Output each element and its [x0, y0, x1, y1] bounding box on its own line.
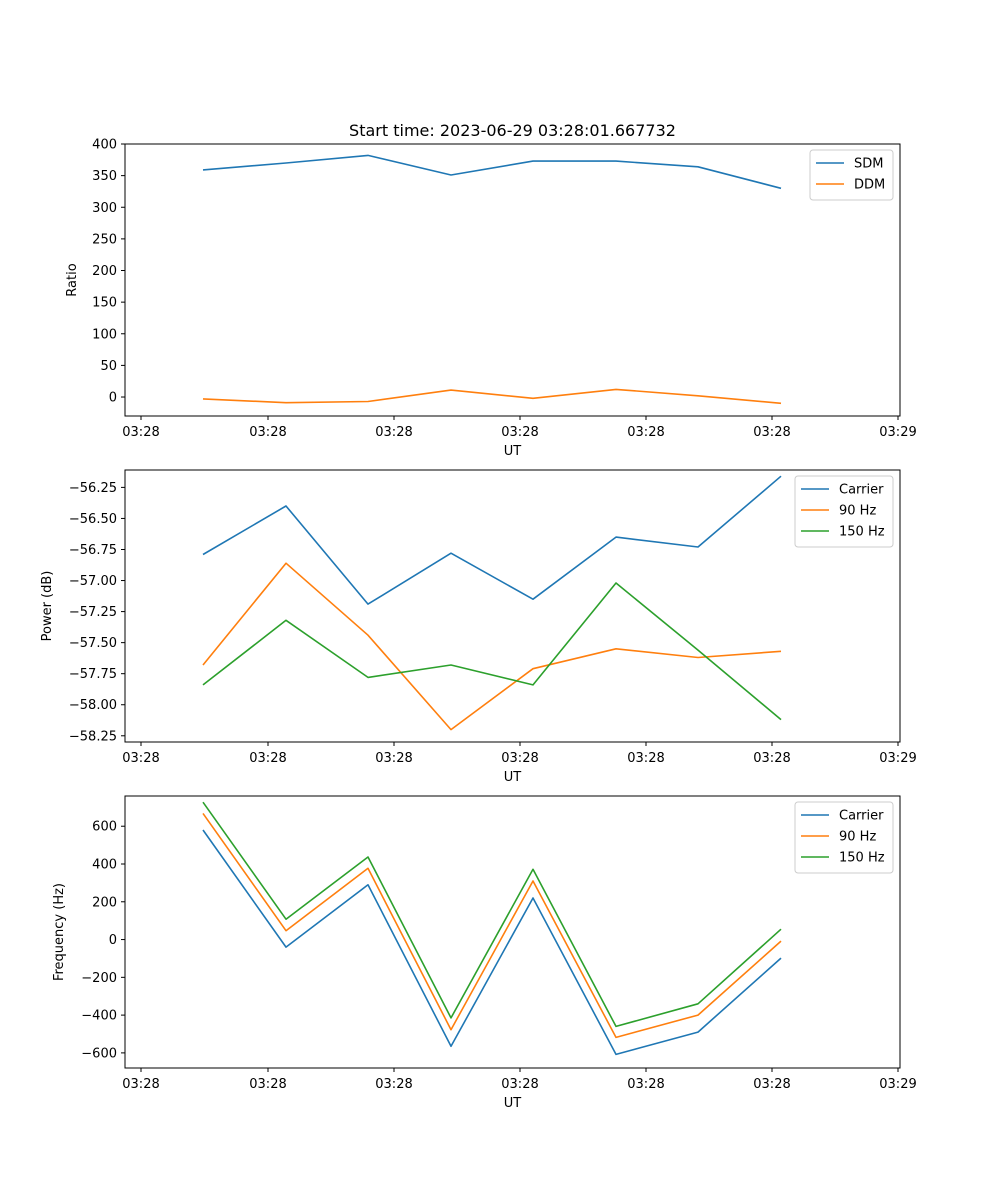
x-tick-label: 03:29 [879, 1077, 916, 1092]
x-tick-label: 03:28 [627, 751, 664, 766]
x-axis-label: UT [504, 1096, 522, 1111]
y-tick-label: 250 [92, 232, 117, 247]
x-tick-label: 03:28 [375, 751, 412, 766]
y-tick-label: −57.75 [69, 667, 117, 682]
x-tick-label: 03:28 [122, 425, 159, 440]
y-axis-label: Frequency (Hz) [52, 883, 67, 981]
x-tick-label: 03:28 [375, 425, 412, 440]
x-tick-label: 03:29 [879, 751, 916, 766]
y-tick-label: 400 [92, 138, 117, 153]
series-line-sdm [202, 154, 782, 190]
legend-box [794, 475, 894, 548]
x-tick-label: 03:28 [753, 425, 790, 440]
y-tick-label: −200 [81, 971, 117, 986]
x-tick-label: 03:28 [122, 751, 159, 766]
x-axis-label: UT [504, 770, 522, 785]
series-line-90-hz [202, 812, 782, 1039]
x-tick-label: 03:28 [501, 751, 538, 766]
y-tick-label: −56.25 [69, 481, 117, 496]
y-tick-label: −56.75 [69, 543, 117, 558]
x-axis-label: UT [504, 444, 522, 459]
legend-label: DDM [854, 178, 885, 193]
axes-frame [124, 143, 901, 417]
y-tick-label: −57.25 [69, 605, 117, 620]
series-line-150-hz [202, 801, 782, 1028]
y-axis-label: Power (dB) [40, 571, 55, 642]
x-tick-label: 03:28 [249, 425, 286, 440]
y-tick-label: 600 [92, 820, 117, 835]
y-tick-label: 400 [92, 858, 117, 873]
legend-label: 90 Hz [839, 504, 876, 519]
y-tick-label: −56.50 [69, 512, 117, 527]
chart-panel-3: 03:28 03:28 03:28 03:28 03:28 03:28 03:29 −600 −… [52, 795, 917, 1111]
series-line-150-hz [202, 582, 782, 721]
legend: Carrier 90 Hz 150 Hz [794, 475, 894, 548]
x-tick-label: 03:28 [753, 751, 790, 766]
x-tick-label: 03:28 [501, 1077, 538, 1092]
y-tick-label: 0 [109, 391, 117, 406]
x-tick-label: 03:28 [249, 751, 286, 766]
y-tick-label: 300 [92, 201, 117, 216]
y-tick-label: 150 [92, 296, 117, 311]
axes-frame [124, 795, 901, 1069]
y-tick-label: 200 [92, 264, 117, 279]
series-line-90-hz [202, 562, 782, 731]
series-line-carrier [202, 829, 782, 1056]
y-tick-label: 0 [109, 933, 117, 948]
series-line-carrier [202, 475, 782, 605]
legend-label: 90 Hz [839, 830, 876, 845]
legend-label: 150 Hz [839, 851, 885, 866]
y-tick-label: −58.00 [69, 698, 117, 713]
series-line-ddm [202, 388, 782, 405]
x-tick-label: 03:29 [879, 425, 916, 440]
y-tick-label: 100 [92, 327, 117, 342]
legend-label: Carrier [839, 809, 884, 824]
y-tick-label: 350 [92, 169, 117, 184]
y-tick-label: −600 [81, 1046, 117, 1061]
x-tick-label: 03:28 [122, 1077, 159, 1092]
y-axis-label: Ratio [65, 263, 80, 296]
legend-label: SDM [854, 157, 883, 172]
legend-label: Carrier [839, 483, 884, 498]
legend: Carrier 90 Hz 150 Hz [794, 801, 894, 874]
x-tick-label: 03:28 [627, 1077, 664, 1092]
legend: SDM DDM [809, 149, 894, 201]
x-tick-label: 03:28 [753, 1077, 790, 1092]
y-tick-label: 200 [92, 895, 117, 910]
x-tick-label: 03:28 [249, 1077, 286, 1092]
legend-box [794, 801, 894, 874]
chart-panel-2: 03:28 03:28 03:28 03:28 03:28 03:28 03:29 −58.2… [40, 469, 917, 785]
x-tick-label: 03:28 [375, 1077, 412, 1092]
y-tick-label: −57.00 [69, 574, 117, 589]
y-tick-label: −57.50 [69, 636, 117, 651]
y-tick-label: 50 [100, 359, 117, 374]
chart-title: Start time: 2023-06-29 03:28:01.667732 [349, 121, 676, 140]
x-tick-label: 03:28 [627, 425, 664, 440]
axes-frame [124, 469, 901, 743]
y-tick-label: −400 [81, 1009, 117, 1024]
x-tick-label: 03:28 [501, 425, 538, 440]
legend-label: 150 Hz [839, 525, 885, 540]
chart-panel-1: 03:28 03:28 03:28 03:28 03:28 03:28 03:29 0 50 10… [65, 121, 917, 459]
y-tick-label: −58.25 [69, 729, 117, 744]
